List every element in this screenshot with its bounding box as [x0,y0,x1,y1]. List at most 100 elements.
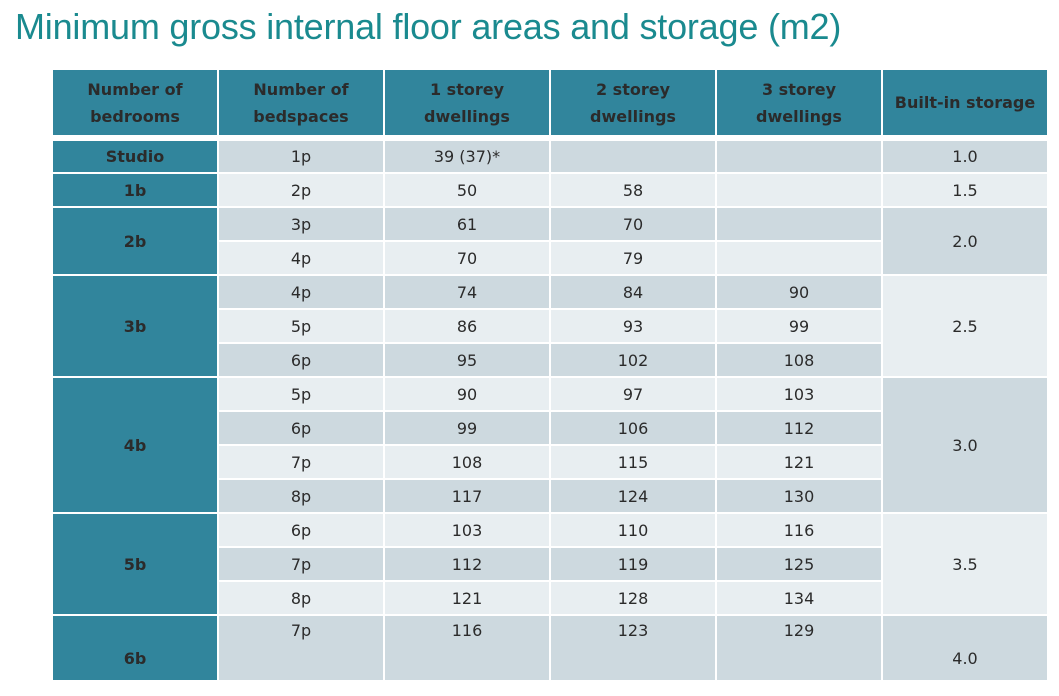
bedspaces-cell: 6p [217,342,385,378]
header-3-storey: 3 storey dwellings [715,68,883,137]
floor-area-table: Number of bedrooms Number of bedspaces 1… [51,68,1049,682]
area-cell-s1: 117 [383,478,551,514]
table-row: 8p 121 128 134 [52,580,1048,616]
area-cell-s1: 116 [383,614,551,682]
area-cell-s2: 84 [549,274,717,310]
bedrooms-cell: Studio [51,139,219,174]
area-cell-s2: 119 [549,546,717,582]
area-cell-s2: 115 [549,444,717,480]
bedspaces-cell: 6p [217,512,385,548]
table-row: 1b 2p 50 58 1.5 [51,172,1049,208]
area-cell-s1: 99 [383,410,551,446]
area-cell-s3: 130 [715,478,883,514]
bedspaces-cell: 7p [217,444,385,480]
area-cell-s3: 99 [715,308,883,344]
storage-cell: 1.0 [881,139,1049,174]
storage-cell: 3.0 [881,376,1049,514]
area-cell-s1: 121 [383,580,551,616]
area-cell-s2: 123 [549,614,717,682]
table-row: 6p 99 106 112 [52,410,1048,446]
area-cell-s1: 103 [383,512,551,548]
header-2-storey: 2 storey dwellings [549,68,717,137]
header-bedrooms: Number of bedrooms [51,68,219,137]
area-cell-s2: 79 [549,240,717,276]
bedrooms-cell: 2b [51,206,219,276]
header-bedspaces: Number of bedspaces [217,68,385,137]
area-cell-s3 [715,139,883,174]
area-cell-s3: 121 [715,444,883,480]
table-row: 6p 95 102 108 [52,342,1048,378]
table-row: 2b 3p 61 70 2.0 [51,206,1049,276]
bedspaces-cell: 4p [217,240,385,276]
area-cell-s3: 90 [715,274,883,310]
area-cell-s2: 110 [549,512,717,548]
bedspaces-cell: 7p [217,614,385,682]
area-cell-s3 [715,172,883,208]
spacer [51,135,1049,141]
area-cell-s1: 39 (37)* [383,139,551,174]
bedspaces-cell: 7p [217,546,385,582]
area-cell-s2 [549,139,717,174]
table-row: 3b 4p 74 84 90 2.5 [51,274,1049,378]
area-cell-s2: 128 [549,580,717,616]
bedrooms-cell: 4b [51,376,219,514]
area-cell-s1: 90 [383,376,551,412]
bedspaces-cell: 2p [217,172,385,208]
area-cell-s2: 70 [549,206,717,242]
area-cell-s1: 50 [383,172,551,208]
bedrooms-cell: 5b [51,512,219,616]
table-row: 5p 86 93 99 [52,308,1048,344]
storage-cell: 3.5 [881,512,1049,616]
bedspaces-cell: 4p [217,274,385,310]
area-cell-s1: 112 [383,546,551,582]
area-cell-s1: 95 [383,342,551,378]
area-cell-s2: 97 [549,376,717,412]
area-cell-s3 [715,240,883,276]
area-cell-s3: 103 [715,376,883,412]
area-cell-s1: 86 [383,308,551,344]
header-spacer [51,135,1049,141]
area-cell-s3: 134 [715,580,883,616]
area-cell-s2: 102 [549,342,717,378]
bedspaces-cell: 8p [217,580,385,616]
table-row: 7p 108 115 121 [52,444,1048,480]
storage-cell: 2.0 [881,206,1049,276]
area-cell-s2: 93 [549,308,717,344]
bedspaces-cell: 3p [217,206,385,242]
area-cell-s1: 61 [383,206,551,242]
area-cell-s3: 129 [715,614,883,682]
table-row: 6b 7p 116 123 129 4.0 [51,614,1049,682]
area-cell-s3: 112 [715,410,883,446]
header-1-storey: 1 storey dwellings [383,68,551,137]
area-cell-s2: 106 [549,410,717,446]
bedrooms-cell: 1b [51,172,219,208]
storage-cell: 4.0 [881,614,1049,682]
table-row: 4p 70 79 [52,240,1048,276]
table-row: 8p 117 124 130 [52,478,1048,514]
table-row: Studio 1p 39 (37)* 1.0 [51,139,1049,174]
bedspaces-cell: 6p [217,410,385,446]
area-cell-s1: 70 [383,240,551,276]
area-cell-s1: 108 [383,444,551,480]
header-storage: Built-in storage [881,68,1049,137]
bedspaces-cell: 8p [217,478,385,514]
table-row: 4b 5p 90 97 103 3.0 [51,376,1049,514]
area-cell-s3: 108 [715,342,883,378]
bedspaces-cell: 1p [217,139,385,174]
area-cell-s3: 116 [715,512,883,548]
bedspaces-cell: 5p [217,376,385,412]
storage-cell: 2.5 [881,274,1049,378]
area-cell-s2: 58 [549,172,717,208]
bedspaces-cell: 5p [217,308,385,344]
bedrooms-cell: 6b [51,614,219,682]
area-cell-s3: 125 [715,546,883,582]
area-cell-s1: 74 [383,274,551,310]
table-row: 5b 6p 103 110 116 3.5 [51,512,1049,616]
storage-cell: 1.5 [881,172,1049,208]
page-title: Minimum gross internal floor areas and s… [15,6,842,47]
header-row: Number of bedrooms Number of bedspaces 1… [51,68,1049,137]
table-row: 7p 112 119 125 [52,546,1048,582]
area-cell-s3 [715,206,883,242]
bedrooms-cell: 3b [51,274,219,378]
area-cell-s2: 124 [549,478,717,514]
